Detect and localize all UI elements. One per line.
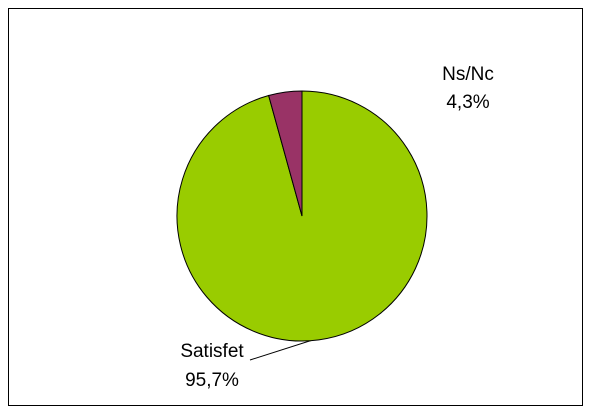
slice-value-label: 4,3% — [446, 92, 489, 113]
slice-value-label: 95,7% — [185, 370, 239, 391]
pie-slice — [268, 90, 303, 217]
slice-label: Ns/Nc — [442, 64, 494, 85]
slice-label: Satisfet — [180, 341, 244, 362]
